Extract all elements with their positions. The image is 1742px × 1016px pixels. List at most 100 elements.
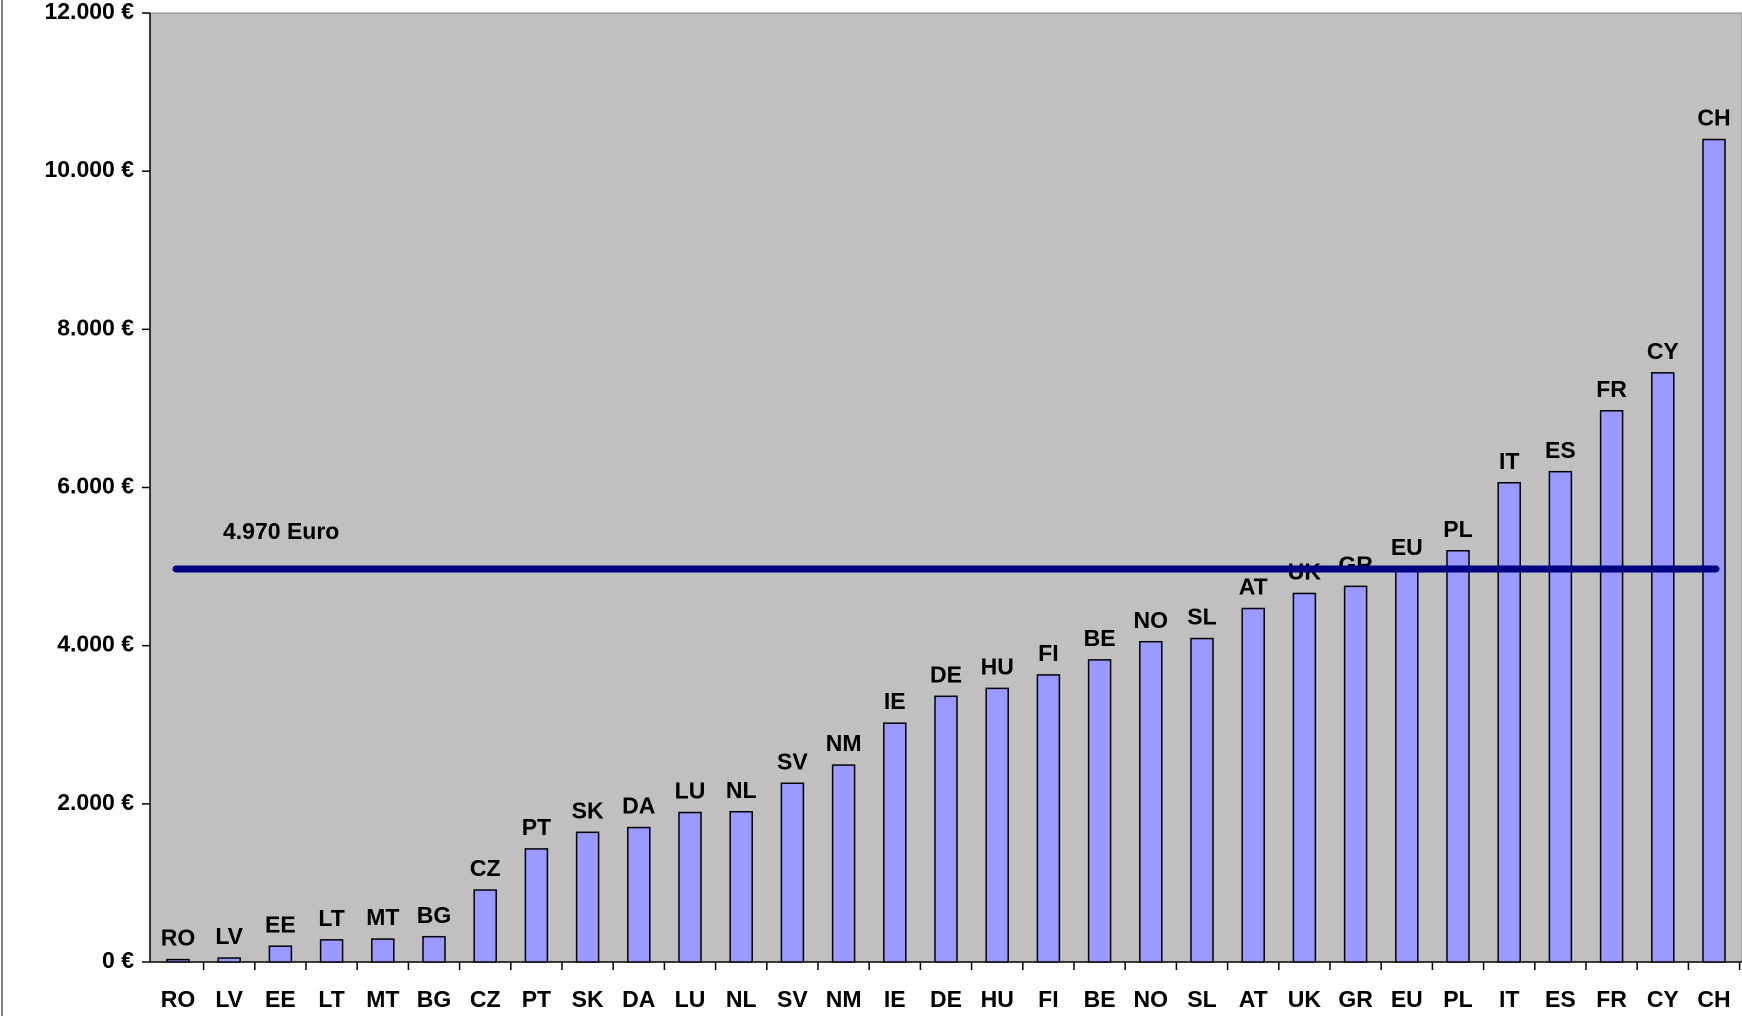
y-tick-label: 8.000 € bbox=[57, 314, 134, 340]
x-tick-label: EU bbox=[1391, 986, 1423, 1012]
reference-label: 4.970 Euro bbox=[223, 518, 339, 544]
x-tick-label: SL bbox=[1187, 986, 1216, 1012]
bar bbox=[831, 764, 856, 963]
bar-label: ES bbox=[1545, 437, 1576, 463]
x-tick-label: PT bbox=[522, 986, 551, 1012]
x-tick-label: FR bbox=[1596, 986, 1627, 1012]
bar bbox=[422, 935, 446, 963]
bar-label: SK bbox=[572, 797, 604, 823]
y-tick-label: 0 € bbox=[102, 947, 134, 973]
bar bbox=[575, 831, 600, 963]
bar bbox=[166, 958, 190, 963]
bar bbox=[371, 938, 395, 963]
x-tick-label: ES bbox=[1545, 986, 1576, 1012]
x-tick-label: MT bbox=[366, 986, 399, 1012]
x-tick-label: AT bbox=[1239, 986, 1268, 1012]
bar-label: FI bbox=[1038, 640, 1058, 666]
x-tick-label: HU bbox=[981, 986, 1014, 1012]
bar bbox=[1599, 410, 1624, 963]
bar bbox=[1702, 138, 1726, 963]
bar-label: NL bbox=[726, 777, 757, 803]
x-tick-label: CY bbox=[1647, 986, 1679, 1012]
bar-label: NM bbox=[826, 730, 862, 756]
bar bbox=[627, 826, 651, 963]
bar-label: PT bbox=[522, 814, 551, 840]
y-tick-label: 4.000 € bbox=[57, 631, 134, 657]
bar-label: EE bbox=[265, 911, 296, 937]
bar bbox=[1241, 607, 1265, 963]
x-tick-label: IT bbox=[1499, 986, 1519, 1012]
x-tick-label: RO bbox=[161, 986, 196, 1012]
bar bbox=[1497, 482, 1521, 963]
bar-label: FR bbox=[1596, 376, 1627, 402]
bar bbox=[217, 957, 241, 963]
x-tick-label: NM bbox=[826, 986, 862, 1012]
bar-label: AT bbox=[1239, 574, 1268, 600]
bar-label: HU bbox=[981, 653, 1014, 679]
bar-label: LT bbox=[318, 905, 344, 931]
bar bbox=[1292, 592, 1317, 963]
bar bbox=[473, 889, 497, 963]
bar bbox=[268, 945, 293, 963]
x-tick-label: DA bbox=[622, 986, 655, 1012]
x-tick-label: BG bbox=[417, 986, 452, 1012]
bar bbox=[1446, 550, 1470, 963]
bar bbox=[729, 810, 753, 963]
y-tick-label: 2.000 € bbox=[57, 789, 134, 815]
bar-label: GR bbox=[1338, 551, 1373, 577]
bar-label: RO bbox=[161, 925, 196, 951]
x-tick-label: PL bbox=[1443, 986, 1472, 1012]
bar bbox=[678, 811, 702, 963]
y-tick-label: 10.000 € bbox=[44, 156, 134, 182]
bar-label: LV bbox=[215, 923, 243, 949]
bar-label: SL bbox=[1187, 604, 1216, 630]
bar bbox=[1087, 659, 1112, 963]
x-tick-label: UK bbox=[1288, 986, 1322, 1012]
bar-label: SV bbox=[777, 748, 808, 774]
bar-label: DE bbox=[930, 661, 962, 687]
bar-label: EU bbox=[1391, 534, 1423, 560]
bar bbox=[985, 687, 1009, 963]
x-tick-label: LU bbox=[675, 986, 706, 1012]
bar-label: BG bbox=[417, 902, 452, 928]
x-tick-label: NO bbox=[1134, 986, 1169, 1012]
x-tick-label: LT bbox=[318, 986, 344, 1012]
bar-label: CY bbox=[1647, 338, 1679, 364]
x-tick-label: NL bbox=[726, 986, 757, 1012]
bar bbox=[883, 722, 907, 963]
bar-label: PL bbox=[1443, 516, 1472, 542]
bar-label: MT bbox=[366, 904, 399, 930]
x-tick-label: CZ bbox=[470, 986, 501, 1012]
bar-label: IT bbox=[1499, 448, 1519, 474]
bar bbox=[1139, 640, 1163, 963]
bar bbox=[1651, 372, 1675, 963]
x-tick-label: SV bbox=[777, 986, 808, 1012]
bar bbox=[524, 848, 549, 963]
bar bbox=[780, 782, 805, 963]
x-tick-label: BE bbox=[1084, 986, 1116, 1012]
x-tick-label: SK bbox=[572, 986, 604, 1012]
bar-label: LU bbox=[675, 778, 706, 804]
x-tick-label: CH bbox=[1697, 986, 1730, 1012]
bar-label: DA bbox=[622, 793, 655, 819]
bar bbox=[1548, 470, 1573, 963]
x-tick-label: IE bbox=[884, 986, 906, 1012]
x-tick-label: FI bbox=[1038, 986, 1058, 1012]
bar-label: NO bbox=[1134, 607, 1169, 633]
y-tick-label: 6.000 € bbox=[57, 473, 134, 499]
bar-label: BE bbox=[1084, 625, 1116, 651]
bar bbox=[1395, 568, 1419, 963]
bar bbox=[934, 695, 958, 963]
x-tick-label: GR bbox=[1338, 986, 1373, 1012]
bar-label: CH bbox=[1697, 105, 1730, 131]
bar bbox=[1190, 637, 1214, 963]
bar bbox=[1036, 674, 1061, 963]
bar bbox=[319, 939, 344, 963]
y-tick-label: 12.000 € bbox=[44, 0, 134, 24]
bar-label: CZ bbox=[470, 855, 501, 881]
x-tick-label: DE bbox=[930, 986, 962, 1012]
x-tick-label: LV bbox=[215, 986, 243, 1012]
x-tick-label: EE bbox=[265, 986, 296, 1012]
bar bbox=[1343, 585, 1368, 963]
